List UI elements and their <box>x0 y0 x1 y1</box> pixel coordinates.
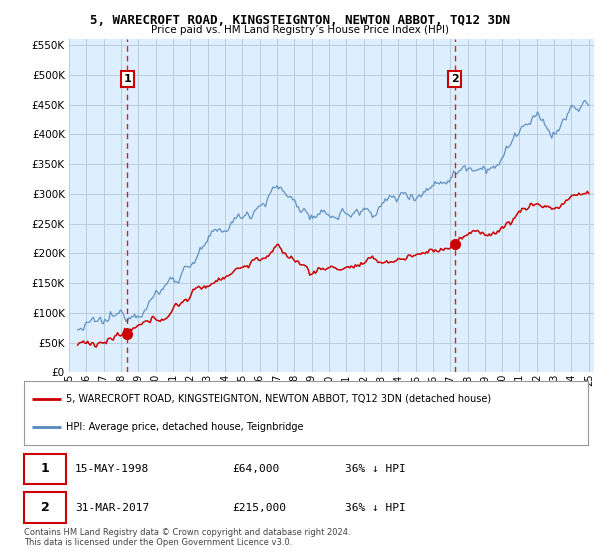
FancyBboxPatch shape <box>24 492 66 523</box>
Text: Price paid vs. HM Land Registry’s House Price Index (HPI): Price paid vs. HM Land Registry’s House … <box>151 25 449 35</box>
Text: 5, WARECROFT ROAD, KINGSTEIGNTON, NEWTON ABBOT, TQ12 3DN: 5, WARECROFT ROAD, KINGSTEIGNTON, NEWTON… <box>90 14 510 27</box>
Text: 36% ↓ HPI: 36% ↓ HPI <box>346 464 406 474</box>
Text: 2: 2 <box>41 501 50 514</box>
Text: 1: 1 <box>124 74 131 84</box>
Text: 1: 1 <box>41 463 50 475</box>
Text: Contains HM Land Registry data © Crown copyright and database right 2024.
This d: Contains HM Land Registry data © Crown c… <box>24 528 350 547</box>
Text: 15-MAY-1998: 15-MAY-1998 <box>75 464 149 474</box>
Text: 31-MAR-2017: 31-MAR-2017 <box>75 502 149 512</box>
Text: 36% ↓ HPI: 36% ↓ HPI <box>346 502 406 512</box>
Text: 5, WARECROFT ROAD, KINGSTEIGNTON, NEWTON ABBOT, TQ12 3DN (detached house): 5, WARECROFT ROAD, KINGSTEIGNTON, NEWTON… <box>66 394 491 404</box>
Text: £64,000: £64,000 <box>233 464 280 474</box>
Text: HPI: Average price, detached house, Teignbridge: HPI: Average price, detached house, Teig… <box>66 422 304 432</box>
Text: 2: 2 <box>451 74 458 84</box>
Text: £215,000: £215,000 <box>233 502 287 512</box>
FancyBboxPatch shape <box>24 454 66 484</box>
